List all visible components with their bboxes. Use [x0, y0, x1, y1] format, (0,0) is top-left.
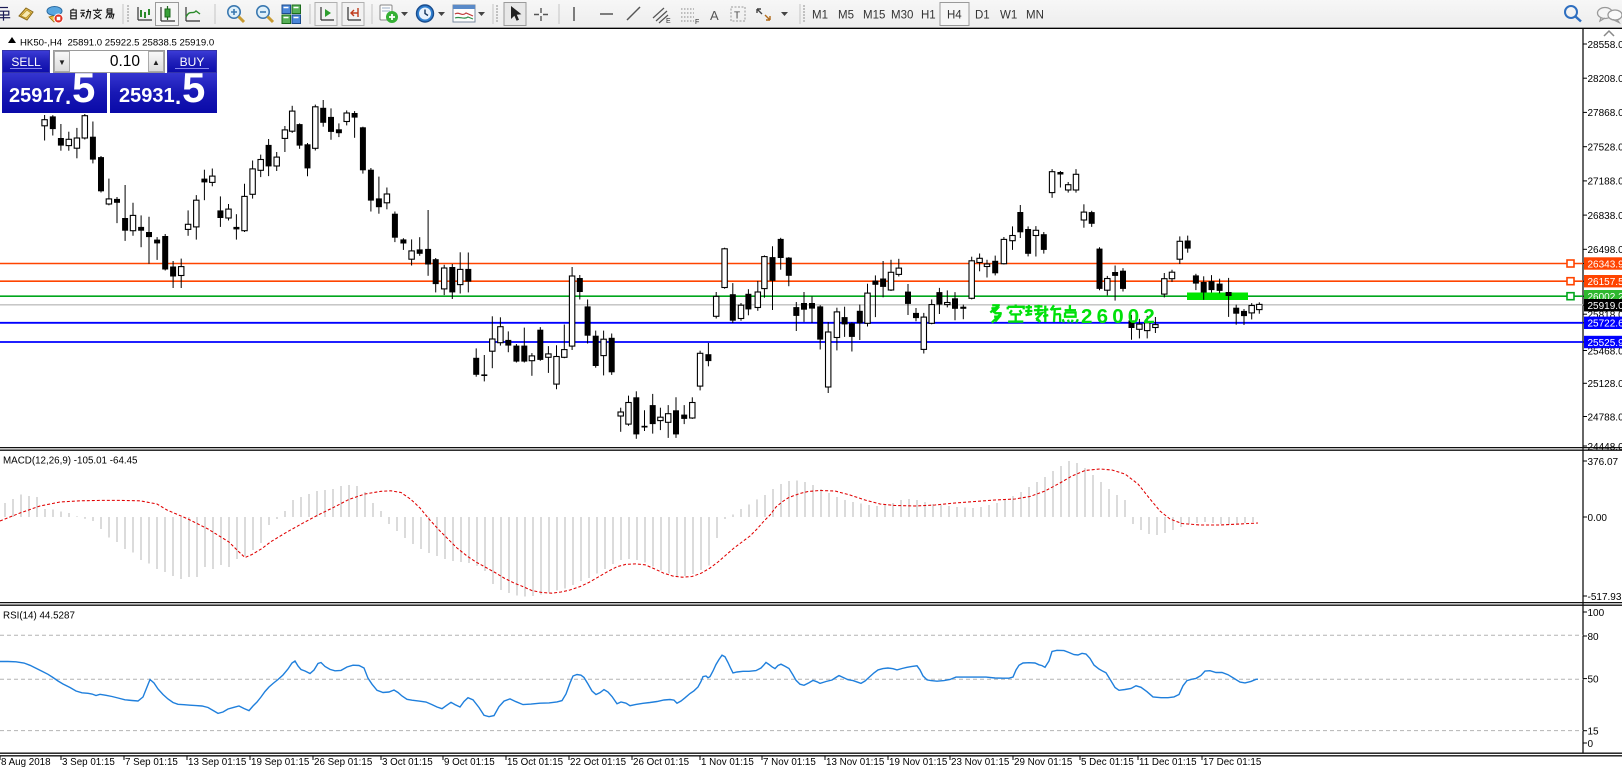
- svg-text:28558.0: 28558.0: [1588, 40, 1622, 51]
- svg-text:28208.0: 28208.0: [1588, 74, 1622, 85]
- svg-text:M30: M30: [891, 10, 913, 22]
- svg-text:19 Sep 01:15: 19 Sep 01:15: [251, 757, 310, 768]
- svg-text:24448.0: 24448.0: [1588, 442, 1622, 453]
- svg-text:M1: M1: [812, 10, 828, 22]
- svg-text:15: 15: [1588, 727, 1600, 738]
- svg-text:3 Oct 01:15: 3 Oct 01:15: [382, 757, 433, 768]
- svg-text:26838.0: 26838.0: [1588, 211, 1622, 222]
- svg-text:M15: M15: [863, 10, 885, 22]
- svg-text:HK50-,H4 25891.0 25922.5 2583: HK50-,H4 25891.0 25922.5 25838.5 25919.0: [20, 38, 214, 49]
- svg-text:13 Sep 01:15: 13 Sep 01:15: [188, 757, 247, 768]
- svg-text:26 Sep 01:15: 26 Sep 01:15: [314, 757, 373, 768]
- svg-text:M5: M5: [838, 10, 854, 22]
- svg-text:26498.0: 26498.0: [1588, 245, 1622, 256]
- svg-text:27188.0: 27188.0: [1588, 177, 1622, 188]
- svg-text:7 Nov 01:15: 7 Nov 01:15: [763, 757, 816, 768]
- svg-text:0: 0: [1588, 739, 1594, 750]
- svg-text:F: F: [695, 19, 699, 26]
- svg-text:22 Oct 01:15: 22 Oct 01:15: [570, 757, 627, 768]
- svg-text:A: A: [710, 8, 719, 23]
- svg-text:0.00: 0.00: [1588, 513, 1608, 524]
- svg-text:23 Nov 01:15: 23 Nov 01:15: [951, 757, 1010, 768]
- svg-text:17 Dec 01:15: 17 Dec 01:15: [1203, 757, 1262, 768]
- svg-text:3 Sep 01:15: 3 Sep 01:15: [62, 757, 115, 768]
- svg-text:5 Dec 01:15: 5 Dec 01:15: [1081, 757, 1134, 768]
- svg-text:26002.2: 26002.2: [1588, 292, 1622, 303]
- svg-text:RSI(14) 44.5287: RSI(14) 44.5287: [3, 611, 75, 622]
- svg-text:25128.0: 25128.0: [1588, 379, 1622, 390]
- svg-text:25525.9: 25525.9: [1588, 338, 1622, 349]
- svg-text:11 Dec 01:15: 11 Dec 01:15: [1139, 757, 1197, 768]
- svg-text:25468.0: 25468.0: [1588, 346, 1622, 357]
- svg-text:19 Nov 01:15: 19 Nov 01:15: [889, 757, 948, 768]
- svg-text:15 Oct 01:15: 15 Oct 01:15: [507, 757, 564, 768]
- svg-text:25919.0: 25919.0: [1588, 301, 1622, 312]
- svg-text:8 Aug 2018: 8 Aug 2018: [1, 757, 51, 768]
- svg-text:MN: MN: [1026, 10, 1044, 22]
- svg-text:1 Nov 01:15: 1 Nov 01:15: [701, 757, 754, 768]
- svg-text:50: 50: [1588, 674, 1600, 685]
- svg-text:25722.6: 25722.6: [1588, 319, 1622, 330]
- svg-text:E: E: [666, 18, 671, 25]
- svg-text:29 Nov 01:15: 29 Nov 01:15: [1014, 757, 1073, 768]
- svg-text:T: T: [734, 11, 740, 22]
- svg-text:-517.93: -517.93: [1588, 592, 1622, 603]
- svg-text:D1: D1: [975, 10, 990, 22]
- svg-text:27868.0: 27868.0: [1588, 108, 1622, 119]
- svg-text:MACD(12,26,9) -105.01 -64.45: MACD(12,26,9) -105.01 -64.45: [3, 456, 138, 467]
- svg-text:26002: 26002: [1081, 305, 1159, 328]
- svg-text:26 Oct 01:15: 26 Oct 01:15: [633, 757, 690, 768]
- svg-text:80: 80: [1588, 632, 1600, 643]
- svg-text:27528.0: 27528.0: [1588, 143, 1622, 154]
- svg-text:H1: H1: [921, 10, 936, 22]
- svg-text:376.07: 376.07: [1588, 457, 1619, 468]
- svg-text:25818.0: 25818.0: [1588, 310, 1622, 321]
- svg-text:24788.0: 24788.0: [1588, 412, 1622, 423]
- svg-text:26343.9: 26343.9: [1588, 259, 1622, 270]
- svg-text:H4: H4: [947, 10, 962, 22]
- svg-text:9 Oct 01:15: 9 Oct 01:15: [444, 757, 495, 768]
- svg-text:13 Nov 01:15: 13 Nov 01:15: [826, 757, 885, 768]
- svg-text:100: 100: [1588, 608, 1605, 619]
- svg-text:W1: W1: [1000, 10, 1017, 22]
- svg-text:26157.5: 26157.5: [1588, 277, 1622, 288]
- svg-text:7 Sep 01:15: 7 Sep 01:15: [125, 757, 178, 768]
